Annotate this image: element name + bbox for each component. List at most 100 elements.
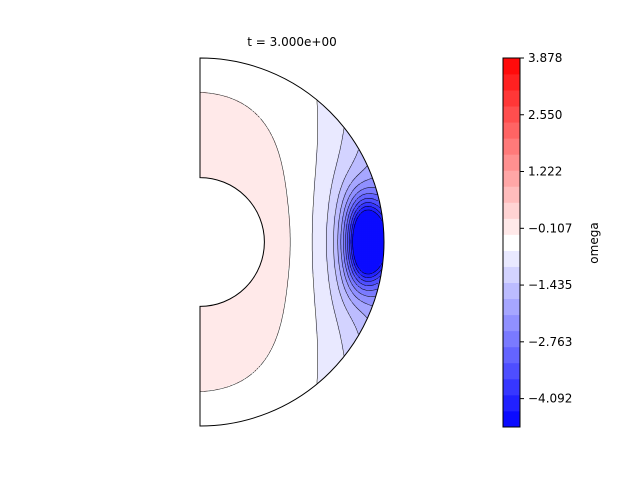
contour-cell: [346, 80, 349, 83]
contour-cell: [372, 120, 375, 123]
contour-cell: [246, 58, 249, 61]
contour-cell: [372, 72, 375, 75]
contour-cell: [366, 72, 369, 75]
contour-cell: [334, 84, 337, 87]
contour-cell: [256, 58, 259, 61]
contour-cell: [276, 64, 279, 67]
contour-cell: [314, 88, 317, 91]
contour-cell: [350, 70, 353, 73]
contour-cell: [320, 70, 323, 73]
contour-cell: [334, 68, 337, 71]
contour-cell: [354, 126, 357, 129]
contour-cell: [348, 118, 351, 121]
contour-cell: [340, 82, 343, 85]
contour-cell: [374, 126, 377, 129]
contour-cell: [366, 142, 369, 145]
contour-cell: [362, 92, 365, 95]
contour-cell: [364, 120, 367, 123]
contour-cell: [258, 64, 261, 67]
contour-cell: [328, 80, 331, 83]
contour-cell: [364, 92, 367, 95]
contour-cell: [334, 62, 337, 65]
contour-cell: [352, 120, 355, 123]
contour-cell: [342, 78, 345, 81]
contour-cell: [308, 86, 311, 89]
contour-cell: [274, 58, 277, 61]
contour-cell: [262, 60, 265, 63]
contour-cell: [374, 60, 377, 63]
contour-cell: [272, 64, 275, 67]
contour-cell: [354, 106, 357, 109]
contour-cell: [314, 64, 317, 67]
contour-cell: [368, 114, 371, 117]
contour-cell: [348, 66, 351, 69]
contour-cell: [346, 96, 349, 99]
contour-cell: [290, 68, 293, 71]
contour-cell: [362, 66, 365, 69]
contour-cell: [308, 82, 311, 85]
contour-cell: [358, 64, 361, 67]
contour-cell: [326, 104, 329, 107]
contour-cell: [318, 96, 321, 99]
contour-cell: [322, 70, 325, 73]
contour-cell: [358, 58, 361, 61]
contour-cell: [348, 102, 351, 105]
contour-cell: [340, 94, 343, 97]
contour-cell: [314, 58, 317, 61]
contour-cell: [258, 58, 261, 61]
contour-cell: [366, 58, 369, 61]
contour-cell: [376, 58, 379, 61]
contour-cell: [348, 104, 351, 107]
contour-cell: [300, 66, 303, 69]
contour-cell: [328, 60, 331, 63]
contour-cell: [366, 150, 369, 153]
contour-cell: [324, 84, 327, 87]
contour-cell: [358, 114, 361, 117]
contour-cell: [368, 76, 371, 79]
contour-cell: [366, 128, 369, 131]
contour-cell: [336, 70, 339, 73]
contour-cell: [358, 144, 361, 147]
contour-cell: [280, 62, 283, 65]
contour-cell: [376, 88, 379, 91]
contour-cell: [364, 100, 367, 103]
contour-cell: [370, 164, 373, 167]
contour-cell: [300, 58, 303, 61]
contour-cell: [316, 90, 319, 93]
contour-cell: [356, 72, 359, 75]
contour-cell: [356, 122, 359, 125]
contour-cell: [356, 132, 359, 135]
contour-cell: [288, 68, 291, 71]
contour-cell: [352, 102, 355, 105]
contour-cell: [284, 58, 287, 61]
contour-cell: [322, 76, 325, 79]
contour-cell: [372, 100, 375, 103]
contour-cell: [344, 90, 347, 93]
contour-cell: [340, 72, 343, 75]
contour-cell: [236, 58, 239, 61]
contour-cell: [366, 102, 369, 105]
contour-cell: [374, 164, 377, 167]
contour-cell: [368, 74, 371, 77]
contour-cell: [308, 64, 311, 67]
contour-cell: [364, 126, 367, 129]
contour-cell: [346, 110, 349, 113]
contour-cell: [322, 100, 325, 103]
contour-cell: [286, 60, 289, 63]
contour-cell: [368, 70, 371, 73]
contour-cell: [374, 66, 377, 69]
contour-cell: [372, 96, 375, 99]
contour-cell: [382, 154, 385, 157]
contour-cell: [366, 104, 369, 107]
contour-cell: [370, 128, 373, 131]
contour-cell: [282, 74, 285, 77]
contour-cell: [360, 112, 363, 115]
contour-cell: [334, 88, 337, 91]
contour-cell: [346, 64, 349, 67]
contour-cell: [342, 66, 345, 69]
contour-cell: [354, 122, 357, 125]
contour-cell: [318, 82, 321, 85]
contour-cell: [358, 128, 361, 131]
contour-cell: [372, 68, 375, 71]
contour-cell: [364, 148, 367, 151]
